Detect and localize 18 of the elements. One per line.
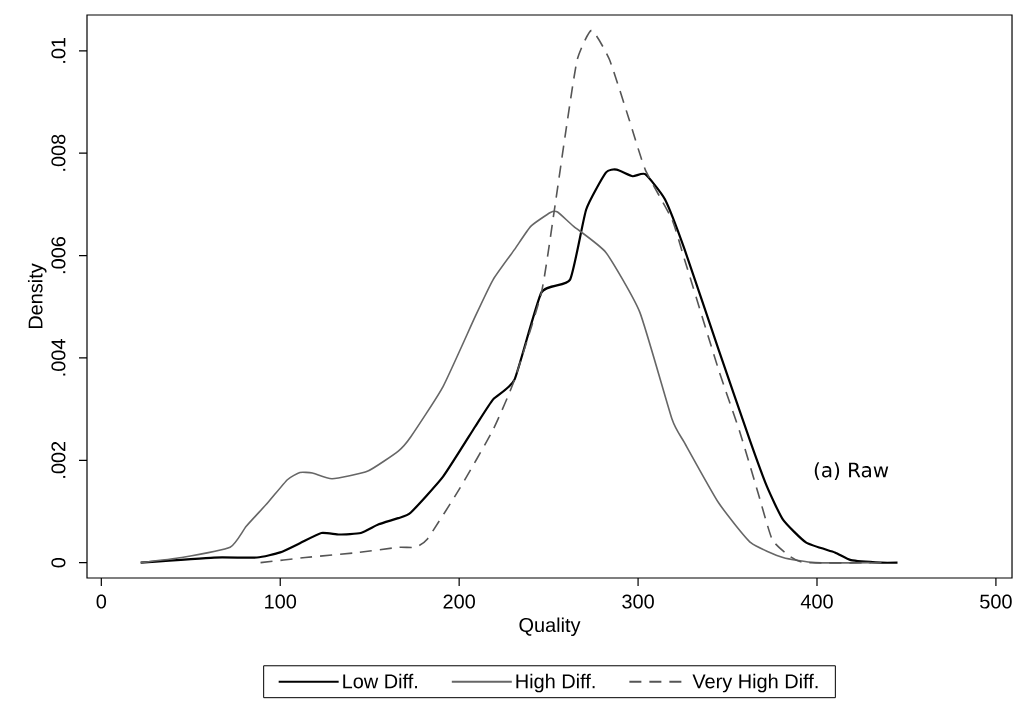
x-axis-title: Quality — [519, 617, 581, 637]
x-tick-label: 300 — [622, 594, 654, 609]
y-tick-label: .01 — [51, 37, 66, 63]
y-tick-label: .002 — [51, 441, 66, 478]
x-tick-label: 400 — [800, 594, 833, 609]
y-tick-label: 0 — [51, 557, 66, 568]
legend-label: Low Diff. — [343, 673, 417, 689]
x-tick-label: 500 — [980, 594, 1012, 609]
y-tick-label: .004 — [51, 339, 66, 376]
y-tick-label: .008 — [51, 134, 66, 171]
annotation: (a) Raw — [814, 462, 889, 480]
y-axis-title: Density — [27, 263, 47, 329]
x-tick-label: 100 — [265, 594, 297, 609]
x-tick-label: 200 — [443, 594, 475, 609]
legend-label: High Diff. — [516, 673, 595, 693]
legend-label: Very High Diff. — [692, 673, 818, 693]
y-tick-label: .006 — [51, 237, 66, 274]
x-tick-label: 0 — [96, 594, 107, 609]
